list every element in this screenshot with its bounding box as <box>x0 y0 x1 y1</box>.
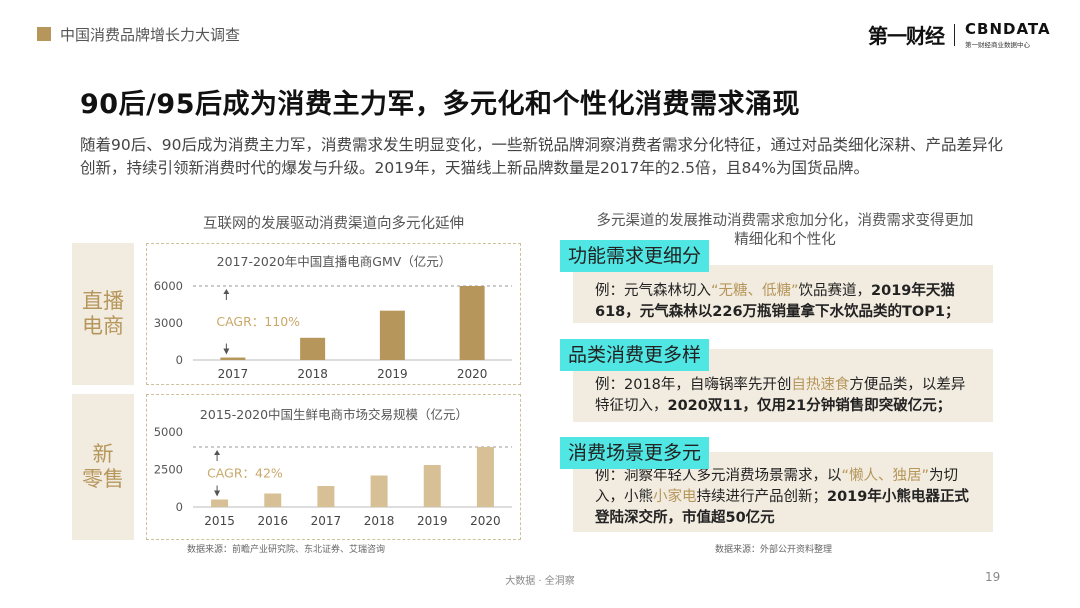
logo-cn: 第一财经 <box>868 24 945 48</box>
card1-text-1: 例：元气森林切入 <box>595 283 711 299</box>
y-tick-label: 6000 <box>154 279 183 293</box>
side-label-new-retail: 新 零售 <box>72 394 134 540</box>
right-heading: 多元渠道的发展推动消费需求愈加分化，消费需求变得更加 精细化和个性化 <box>560 212 1010 250</box>
card3-text-3: 持续进行产品创新； <box>696 489 828 505</box>
cagr-arrow-up-head <box>214 450 221 455</box>
cagr-arrow-up-head <box>223 289 230 294</box>
chart-fresh-ecommerce: 2015-2020中国生鲜电商市场交易规模（亿元） 0 2500 5000 2015 20… <box>146 394 521 540</box>
bar <box>300 337 326 360</box>
side-label-livestream: 直播 电商 <box>72 243 134 385</box>
bar <box>317 486 335 507</box>
x-tick-label: 2020 <box>470 514 501 528</box>
side-label-livestream-text: 直播 电商 <box>82 289 124 338</box>
right-heading-line2: 精细化和个性化 <box>734 232 836 248</box>
y-tick-label: 5000 <box>154 425 183 439</box>
header-square-icon <box>37 27 51 41</box>
y-tick-label: 0 <box>176 353 183 367</box>
x-tick-label: 2018 <box>364 514 395 528</box>
x-tick-label: 2017 <box>311 514 342 528</box>
chart-livestream-gmv: 2017-2020年中国直播电商GMV（亿元） 0 3000 6000 2017 2018… <box>146 243 521 385</box>
card3-text-1: 例：洞察年轻人多元消费场景需求，以 <box>595 468 842 484</box>
y-tick-label: 0 <box>176 500 183 514</box>
chart-title: 2015-2020中国生鲜电商市场交易规模（亿元） <box>200 407 468 422</box>
tag-function-demand: 功能需求更细分 <box>560 240 710 272</box>
right-source: 数据来源：外部公开资料整理 <box>715 545 833 555</box>
x-tick-label: 2015 <box>204 514 235 528</box>
x-tick-label: 2018 <box>297 367 328 381</box>
bar <box>423 465 441 507</box>
tag-scene-diversity: 消费场景更多元 <box>560 437 710 469</box>
bar <box>220 357 246 360</box>
cagr-annotation: CAGR：110% <box>216 314 300 329</box>
cagr-annotation: CAGR：42% <box>207 465 283 480</box>
bar <box>476 447 494 507</box>
card3-text-2: 为切入，小熊 <box>595 468 959 505</box>
logo-sub: 第一财经商业数据中心 <box>965 41 1030 49</box>
side-label-new-retail-text: 新 零售 <box>82 442 124 491</box>
intro-paragraph: 随着90后、90后成为消费主力军，消费需求发生明显变化，一些新锐品牌洞察消费者需… <box>80 136 1003 177</box>
page-number: 19 <box>985 570 1001 584</box>
card2-text-2: 方便品类，以差异特征切入， <box>595 377 966 414</box>
bar <box>370 475 388 507</box>
left-heading: 互联网的发展驱动消费渠道向多元化延伸 <box>203 216 464 232</box>
bar <box>459 286 485 360</box>
card2-bold: 2020双11，仅用21分钟销售即突破亿元； <box>667 398 952 414</box>
x-tick-label: 2019 <box>377 367 408 381</box>
x-tick-label: 2020 <box>457 367 488 381</box>
cagr-arrow-down-head <box>214 490 221 497</box>
cagr-arrow-down-head <box>223 348 230 355</box>
card-function-demand: 例：元气森林切入“无糖、低糖”饮品赛道，2019年天猫618，元气森林以226万… <box>573 265 993 323</box>
card1-text-2: 饮品赛道， <box>798 283 872 299</box>
left-source: 数据来源：前瞻产业研究院、东北证券、艾瑞咨询 <box>187 545 386 555</box>
logo: 第一财经 CBNDATA 第一财经商业数据中心 <box>868 20 1051 49</box>
x-tick-label: 2019 <box>417 514 448 528</box>
tag-category-diversity: 品类消费更多样 <box>560 339 710 371</box>
bar <box>264 493 282 507</box>
card1-highlight: “无糖、低糖” <box>711 283 799 299</box>
card2-highlight: 自热速食 <box>791 377 850 393</box>
bar <box>379 310 405 360</box>
header-text: 中国消费品牌增长力大调查 <box>60 26 241 44</box>
bar <box>211 499 229 507</box>
page-title: 90后/95后成为消费主力军，多元化和个性化消费需求涌现 <box>80 89 801 120</box>
x-tick-label: 2016 <box>257 514 288 528</box>
card1-bold: 2019年天猫618，元气森林以226万瓶销量拿下水饮品类的TOP1； <box>595 283 960 320</box>
card3-bold: 2019年小熊电器正式登陆深交所，市值超50亿元 <box>595 489 969 526</box>
logo-divider <box>954 23 955 46</box>
footer: 大数据 · 全洞察 <box>505 576 575 587</box>
right-heading-line1: 多元渠道的发展推动消费需求愈加分化，消费需求变得更加 <box>596 213 974 229</box>
card3-highlight-1: “懒人、独居” <box>841 468 930 484</box>
x-tick-label: 2017 <box>218 367 249 381</box>
chart-fresh-svg: 2015-2020中国生鲜电商市场交易规模（亿元） 0 2500 5000 2015 20… <box>154 407 512 528</box>
chart-livestream-svg: 2017-2020年中国直播电商GMV（亿元） 0 3000 6000 2017 2018… <box>154 254 512 381</box>
y-tick-label: 2500 <box>154 463 183 477</box>
card3-highlight-2: 小家电 <box>653 489 697 505</box>
logo-en: CBNDATA <box>965 20 1051 38</box>
card2-text-1: 例：2018年，自嗨锅率先开创 <box>595 377 792 393</box>
chart-title: 2017-2020年中国直播电商GMV（亿元） <box>217 254 452 269</box>
y-tick-label: 3000 <box>154 316 183 330</box>
